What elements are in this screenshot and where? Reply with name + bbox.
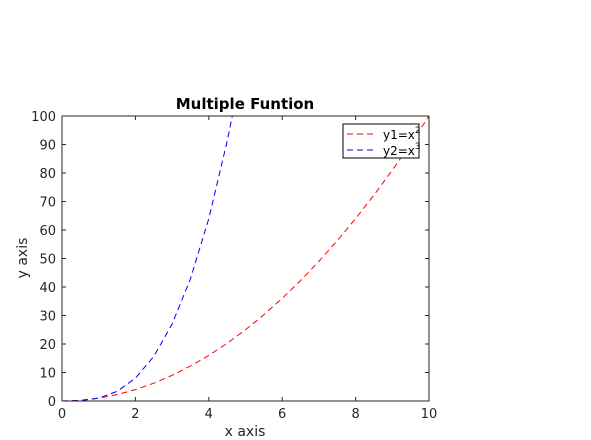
y-axis: 0 10 20 30 40 50 60 70 80 90 100 [31, 110, 429, 410]
legend-label-2: y2=x3 [383, 142, 421, 158]
y-tick-label: 10 [39, 367, 56, 382]
y-tick-label: 90 [39, 139, 56, 154]
series-line-1 [62, 116, 429, 401]
y-tick-label: 30 [39, 310, 56, 325]
x-axis-label: x axis [225, 424, 266, 440]
y-tick-label: 0 [48, 395, 56, 410]
x-tick-label: 0 [58, 407, 66, 422]
y-tick-label: 100 [31, 110, 56, 125]
x-tick-label: 4 [205, 407, 213, 422]
chart-title: Multiple Funtion [176, 95, 315, 113]
y-tick-label: 50 [39, 253, 56, 268]
legend-label-1: y1=x2 [383, 126, 421, 142]
x-tick-label: 2 [131, 407, 139, 422]
y-tick-label: 40 [39, 281, 56, 296]
series-line-2 [62, 116, 233, 401]
x-tick-label: 8 [351, 407, 359, 422]
y-tick-label: 60 [39, 224, 56, 239]
y-tick-label: 80 [39, 167, 56, 182]
x-tick-label: 10 [421, 407, 438, 422]
x-tick-label: 6 [278, 407, 286, 422]
series-layer [62, 116, 429, 401]
y-tick-label: 20 [39, 338, 56, 353]
legend-box [342, 123, 420, 159]
y-tick-label: 70 [39, 196, 56, 211]
y-axis-label: y axis [15, 238, 31, 279]
x-axis: 0 2 4 6 8 10 [58, 116, 437, 422]
plot-area [62, 116, 429, 401]
